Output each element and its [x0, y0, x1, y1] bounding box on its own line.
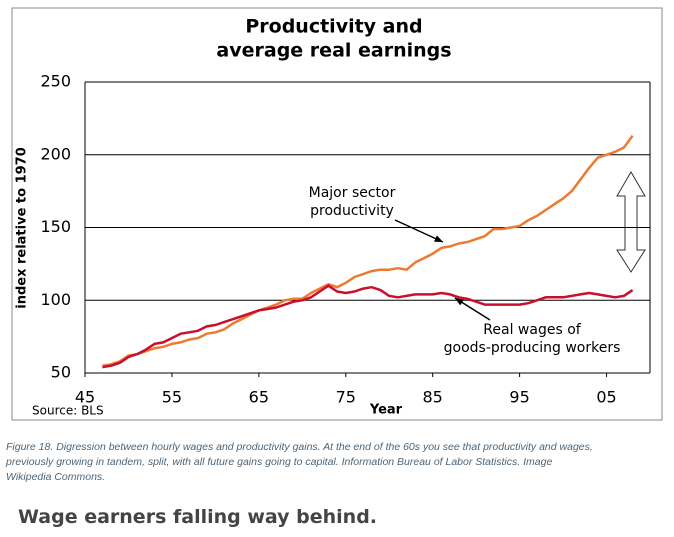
- chart-title: Productivity and: [245, 16, 422, 38]
- series-line: [102, 284, 634, 369]
- annotation: Major sector: [309, 185, 396, 201]
- x-axis-label: Year: [369, 403, 403, 418]
- x-tick-label: 05: [596, 388, 616, 407]
- y-axis-label: index relative to 1970: [15, 147, 30, 309]
- chart-title: average real earnings: [216, 40, 451, 62]
- source: Source: BLS: [32, 404, 104, 418]
- chart-frame: [11, 7, 663, 421]
- arrow-head: [455, 298, 464, 306]
- annotation: Real wages of: [483, 322, 581, 338]
- annotation: productivity: [310, 203, 394, 219]
- x-tick-label: 45: [75, 388, 95, 407]
- caption: Figure 18. Digression between hourly wag…: [6, 440, 670, 485]
- arrow-head: [434, 235, 443, 242]
- x-tick-label: 95: [509, 388, 529, 407]
- y-tick-label: 250: [40, 72, 71, 91]
- annotation-arrow: [394, 219, 444, 243]
- y-tick-label: 50: [51, 363, 71, 382]
- x-tick-label: 55: [162, 388, 182, 407]
- x-tick-label: 65: [249, 388, 269, 407]
- gap-arrow: [616, 171, 646, 273]
- x-tick-label: 85: [423, 388, 443, 407]
- caption-line: Figure 18. Digression between hourly wag…: [6, 441, 593, 453]
- y-tick-label: 200: [40, 144, 71, 163]
- x-tick-label: 75: [336, 388, 356, 407]
- chart: Productivity and average real earnings i…: [11, 7, 663, 421]
- heading: Wage earners falling way behind.: [18, 506, 378, 528]
- y-tick-label: 100: [40, 290, 71, 309]
- y-tick-label: 150: [40, 217, 71, 236]
- annotation: goods-producing workers: [444, 340, 621, 356]
- series-line: [102, 135, 634, 367]
- caption-line: Wikipedia Commons.: [6, 471, 106, 483]
- caption-line: previously growing in tandem, split, wit…: [6, 456, 553, 468]
